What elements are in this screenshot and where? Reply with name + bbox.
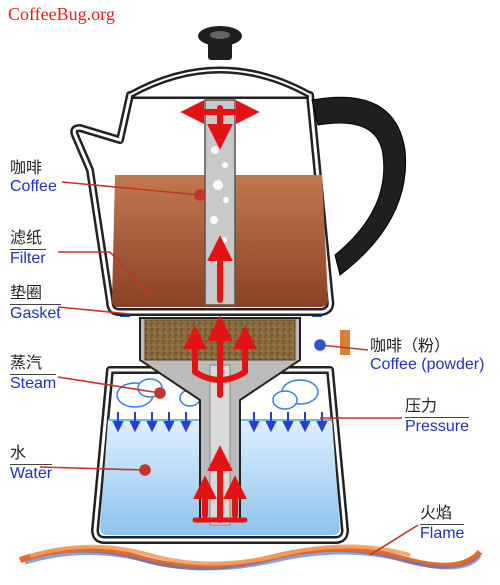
label-pressure-cn: 压力	[405, 398, 469, 418]
label-filter-cn: 滤纸	[10, 230, 46, 250]
label-gasket-cn: 垫圈	[10, 285, 61, 305]
label-water-cn: 水	[10, 445, 52, 465]
moka-pot-diagram: CoffeeBug.org	[0, 0, 500, 585]
label-flame-en: Flame	[420, 525, 464, 543]
label-steam: 蒸汽Steam	[10, 355, 56, 392]
label-gasket: 垫圈Gasket	[10, 285, 61, 322]
illustration	[0, 0, 500, 585]
label-powder-en: Coffee (powder)	[370, 356, 484, 374]
label-water: 水Water	[10, 445, 52, 482]
upper-chamber	[74, 26, 330, 312]
label-pressure: 压力Pressure	[405, 398, 469, 435]
label-pressure-en: Pressure	[405, 418, 469, 436]
flame-wave	[20, 547, 480, 570]
label-powder: 咖啡（粉）Coffee (powder)	[370, 338, 484, 373]
label-coffee-en: Coffee	[10, 178, 57, 196]
label-water-en: Water	[10, 465, 52, 483]
label-steam-cn: 蒸汽	[10, 355, 56, 375]
label-steam-en: Steam	[10, 375, 56, 393]
label-filter: 滤纸Filter	[10, 230, 46, 267]
label-powder-cn: 咖啡（粉）	[370, 338, 484, 356]
label-filter-en: Filter	[10, 250, 46, 268]
label-flame: 火焰Flame	[420, 505, 464, 542]
label-coffee: 咖啡Coffee	[10, 160, 57, 195]
label-flame-cn: 火焰	[420, 505, 464, 525]
label-gasket-en: Gasket	[10, 305, 61, 323]
label-coffee-cn: 咖啡	[10, 160, 57, 178]
safety-valve	[340, 330, 350, 355]
